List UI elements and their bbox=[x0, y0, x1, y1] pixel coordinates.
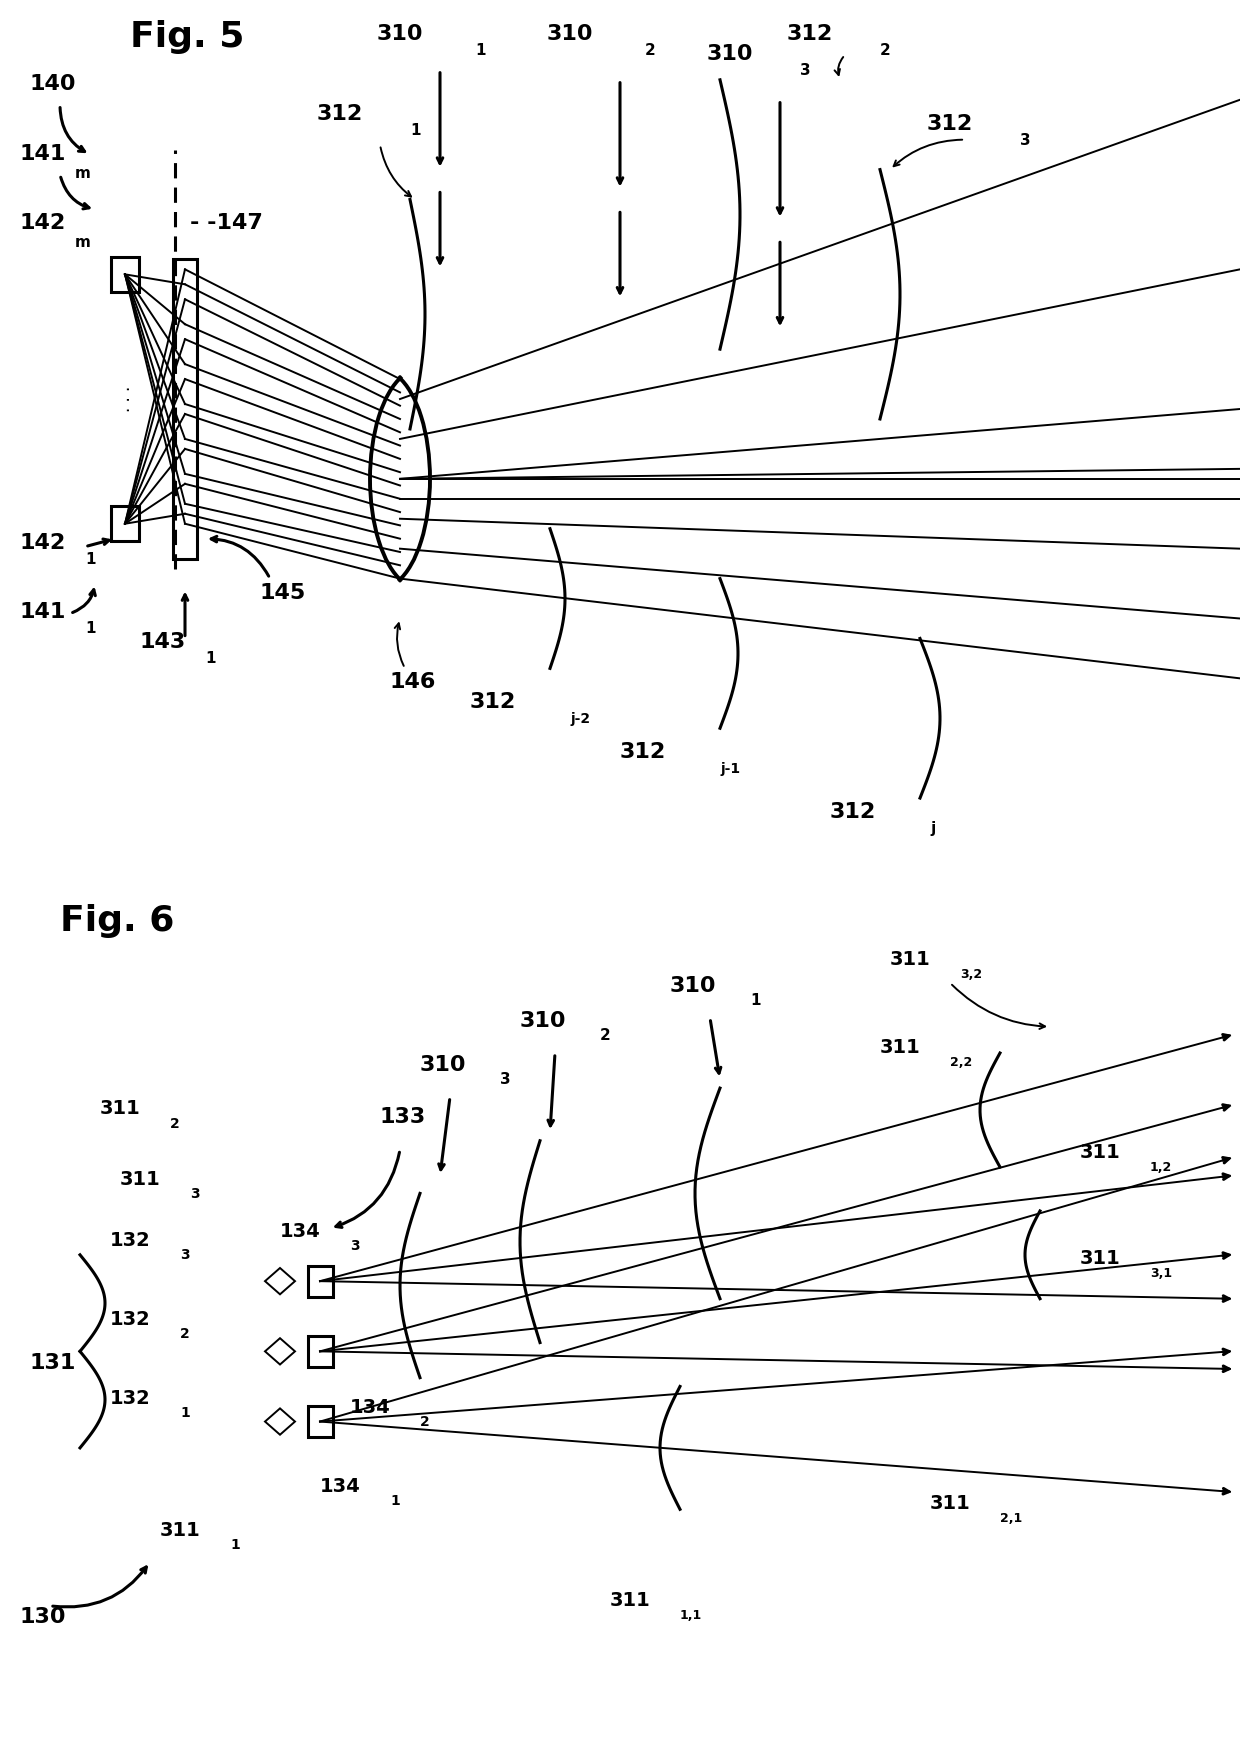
Text: 310: 310 bbox=[520, 1011, 567, 1030]
Text: 1: 1 bbox=[86, 621, 95, 637]
FancyBboxPatch shape bbox=[112, 256, 139, 291]
Text: 131: 131 bbox=[30, 1353, 77, 1372]
Text: 310: 310 bbox=[670, 976, 717, 995]
Text: 1: 1 bbox=[750, 993, 760, 1007]
Text: 1,2: 1,2 bbox=[1149, 1162, 1172, 1174]
FancyBboxPatch shape bbox=[308, 1336, 332, 1367]
Text: 3: 3 bbox=[1021, 133, 1030, 147]
Text: 1: 1 bbox=[86, 551, 95, 567]
Text: 132: 132 bbox=[110, 1230, 151, 1250]
Text: m: m bbox=[74, 165, 91, 181]
Text: 311: 311 bbox=[160, 1520, 201, 1539]
Text: 3: 3 bbox=[350, 1239, 360, 1253]
Text: 310: 310 bbox=[547, 25, 593, 44]
Text: 1: 1 bbox=[410, 123, 420, 137]
Text: 134: 134 bbox=[350, 1397, 391, 1416]
Text: 2: 2 bbox=[170, 1116, 180, 1130]
Text: 2: 2 bbox=[645, 42, 656, 58]
Text: j-1: j-1 bbox=[720, 762, 740, 776]
Text: 134: 134 bbox=[280, 1221, 321, 1241]
Text: 2: 2 bbox=[600, 1028, 611, 1042]
Text: 133: 133 bbox=[379, 1107, 427, 1127]
Text: 3,2: 3,2 bbox=[960, 969, 982, 981]
Text: 3: 3 bbox=[180, 1248, 190, 1262]
Text: 311: 311 bbox=[120, 1169, 161, 1188]
Text: 132: 132 bbox=[110, 1388, 151, 1408]
Text: 311: 311 bbox=[1080, 1143, 1121, 1162]
Text: 311: 311 bbox=[610, 1590, 651, 1609]
Text: 1: 1 bbox=[205, 651, 216, 667]
Text: - -147: - -147 bbox=[190, 214, 263, 233]
Text: 312: 312 bbox=[926, 114, 973, 133]
FancyBboxPatch shape bbox=[308, 1265, 332, 1297]
Text: 312: 312 bbox=[830, 802, 877, 821]
Text: 312: 312 bbox=[317, 104, 363, 123]
Text: 2,2: 2,2 bbox=[950, 1057, 972, 1069]
Text: 2,1: 2,1 bbox=[999, 1513, 1022, 1525]
Polygon shape bbox=[265, 1408, 295, 1436]
Text: 2: 2 bbox=[420, 1415, 430, 1429]
Text: 312: 312 bbox=[470, 691, 516, 713]
Text: 143: 143 bbox=[140, 632, 186, 653]
Text: 145: 145 bbox=[260, 583, 306, 602]
Text: 2: 2 bbox=[880, 42, 890, 58]
FancyBboxPatch shape bbox=[112, 505, 139, 541]
Text: 130: 130 bbox=[20, 1608, 67, 1627]
Text: 1: 1 bbox=[229, 1537, 239, 1551]
Text: j: j bbox=[930, 821, 935, 835]
Text: 3: 3 bbox=[500, 1072, 511, 1086]
Text: 2: 2 bbox=[180, 1327, 190, 1341]
Text: 312: 312 bbox=[787, 25, 833, 44]
Text: 3,1: 3,1 bbox=[1149, 1267, 1172, 1279]
Text: 311: 311 bbox=[100, 1099, 141, 1118]
Text: m: m bbox=[74, 235, 91, 251]
Text: 311: 311 bbox=[930, 1494, 971, 1513]
Text: 312: 312 bbox=[620, 742, 666, 762]
Text: 142: 142 bbox=[20, 534, 66, 553]
Text: j-2: j-2 bbox=[570, 713, 590, 727]
Text: 311: 311 bbox=[890, 949, 931, 969]
FancyBboxPatch shape bbox=[174, 260, 197, 558]
Text: 310: 310 bbox=[707, 44, 753, 63]
Text: 310: 310 bbox=[377, 25, 423, 44]
Text: 1,1: 1,1 bbox=[680, 1609, 702, 1622]
Text: 3: 3 bbox=[190, 1186, 200, 1200]
Text: 141: 141 bbox=[20, 602, 67, 623]
Text: . . .: . . . bbox=[117, 386, 134, 412]
Text: 311: 311 bbox=[1080, 1248, 1121, 1267]
Text: 132: 132 bbox=[110, 1309, 151, 1329]
Text: 1: 1 bbox=[180, 1406, 190, 1420]
Polygon shape bbox=[265, 1337, 295, 1365]
Text: Fig. 5: Fig. 5 bbox=[130, 19, 244, 54]
Text: 311: 311 bbox=[880, 1037, 921, 1057]
Text: 1: 1 bbox=[391, 1494, 399, 1508]
Text: 146: 146 bbox=[391, 672, 436, 691]
Text: 134: 134 bbox=[320, 1476, 361, 1495]
Text: 141: 141 bbox=[20, 144, 67, 163]
Text: 3: 3 bbox=[800, 63, 811, 77]
FancyBboxPatch shape bbox=[308, 1406, 332, 1437]
Text: 142: 142 bbox=[20, 214, 66, 233]
Text: 310: 310 bbox=[420, 1055, 466, 1074]
Polygon shape bbox=[265, 1267, 295, 1295]
Text: 1: 1 bbox=[475, 42, 486, 58]
Text: Fig. 6: Fig. 6 bbox=[60, 904, 175, 937]
Text: 140: 140 bbox=[30, 74, 77, 93]
